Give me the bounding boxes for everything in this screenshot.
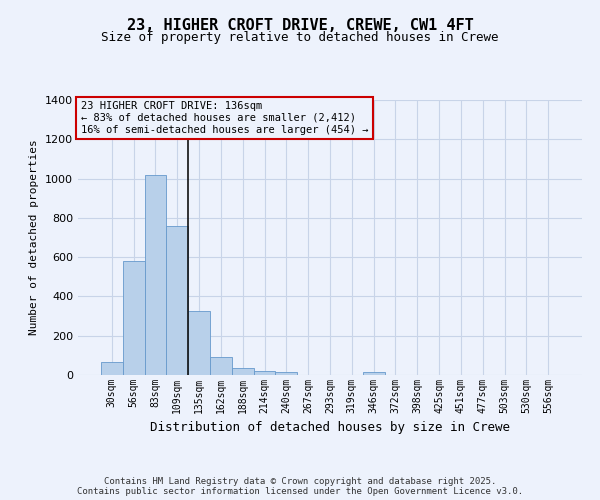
Bar: [232, 368, 254, 375]
Y-axis label: Number of detached properties: Number of detached properties: [29, 140, 40, 336]
Bar: [188, 311, 210, 375]
Bar: [101, 362, 123, 375]
Bar: [363, 372, 385, 375]
Text: Contains HM Land Registry data © Crown copyright and database right 2025.
Contai: Contains HM Land Registry data © Crown c…: [77, 476, 523, 496]
Bar: [210, 358, 232, 375]
Text: 23 HIGHER CROFT DRIVE: 136sqm
← 83% of detached houses are smaller (2,412)
16% o: 23 HIGHER CROFT DRIVE: 136sqm ← 83% of d…: [80, 102, 368, 134]
Text: 23, HIGHER CROFT DRIVE, CREWE, CW1 4FT: 23, HIGHER CROFT DRIVE, CREWE, CW1 4FT: [127, 18, 473, 32]
Bar: [254, 370, 275, 375]
Bar: [145, 174, 166, 375]
Bar: [123, 261, 145, 375]
Text: Size of property relative to detached houses in Crewe: Size of property relative to detached ho…: [101, 31, 499, 44]
Bar: [275, 372, 297, 375]
X-axis label: Distribution of detached houses by size in Crewe: Distribution of detached houses by size …: [150, 422, 510, 434]
Bar: [166, 226, 188, 375]
